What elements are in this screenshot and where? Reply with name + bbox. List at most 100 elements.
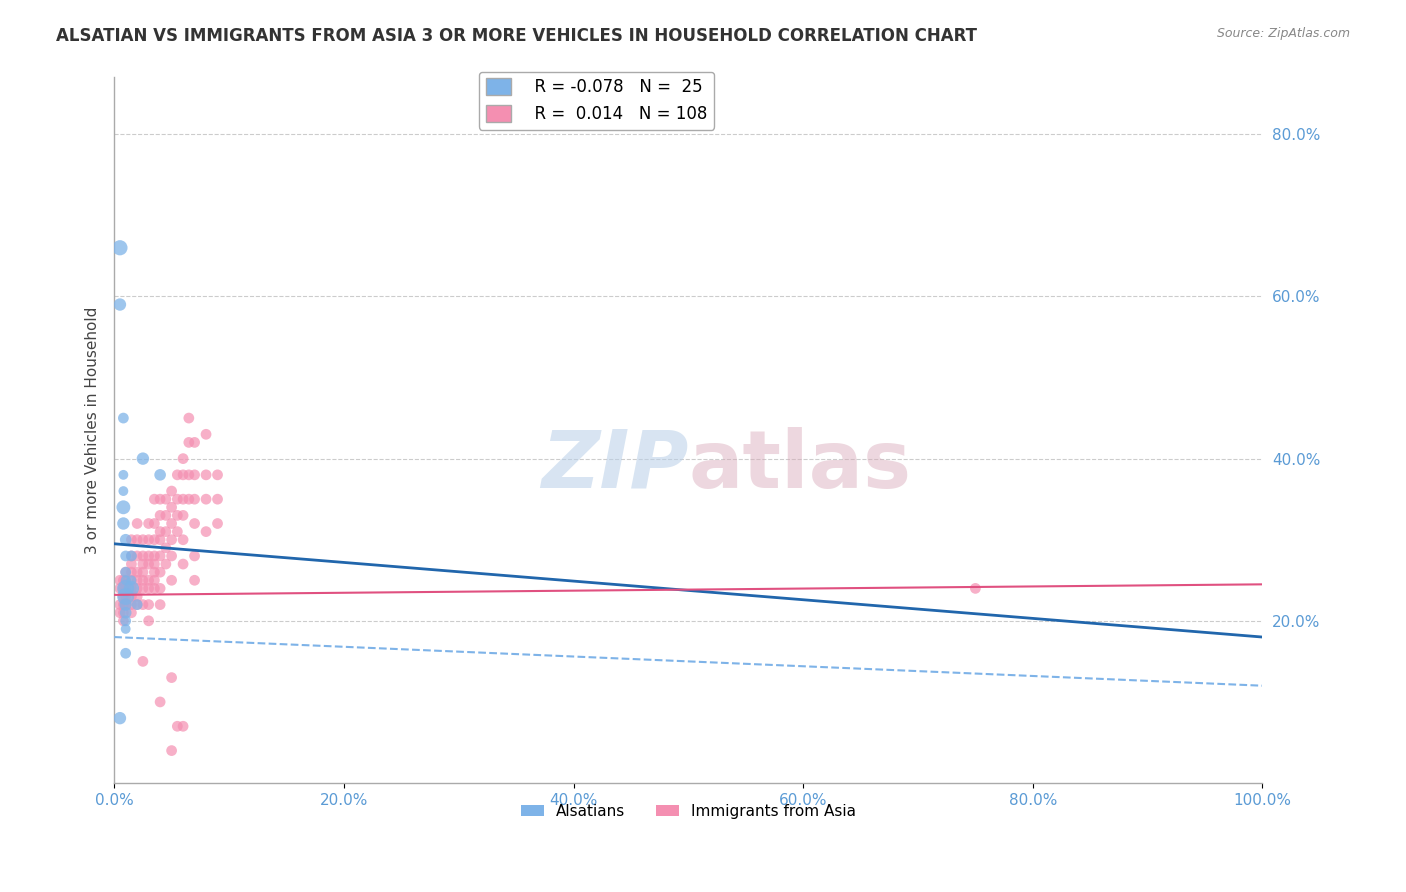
Point — [207, 467, 229, 482]
Point — [120, 574, 142, 588]
Point — [112, 516, 135, 531]
Point — [114, 590, 136, 604]
Point — [149, 598, 172, 612]
Point — [112, 411, 135, 425]
Point — [149, 492, 172, 507]
Point — [114, 598, 136, 612]
Point — [155, 492, 177, 507]
Point — [120, 582, 142, 596]
Point — [132, 549, 155, 563]
Point — [114, 606, 136, 620]
Point — [114, 590, 136, 604]
Point — [155, 524, 177, 539]
Point — [149, 565, 172, 579]
Point — [138, 557, 160, 571]
Point — [138, 533, 160, 547]
Point — [114, 582, 136, 596]
Text: ALSATIAN VS IMMIGRANTS FROM ASIA 3 OR MORE VEHICLES IN HOUSEHOLD CORRELATION CHA: ALSATIAN VS IMMIGRANTS FROM ASIA 3 OR MO… — [56, 27, 977, 45]
Point — [149, 533, 172, 547]
Y-axis label: 3 or more Vehicles in Household: 3 or more Vehicles in Household — [86, 307, 100, 554]
Point — [172, 557, 194, 571]
Point — [127, 598, 149, 612]
Point — [120, 606, 142, 620]
Point — [114, 533, 136, 547]
Point — [172, 467, 194, 482]
Point — [155, 557, 177, 571]
Point — [143, 574, 166, 588]
Point — [114, 646, 136, 660]
Point — [112, 574, 135, 588]
Point — [138, 614, 160, 628]
Point — [143, 549, 166, 563]
Point — [172, 492, 194, 507]
Point — [160, 533, 183, 547]
Point — [177, 492, 200, 507]
Point — [127, 533, 149, 547]
Point — [138, 598, 160, 612]
Point — [143, 492, 166, 507]
Point — [183, 435, 205, 450]
Point — [183, 516, 205, 531]
Point — [149, 467, 172, 482]
Point — [183, 492, 205, 507]
Point — [138, 516, 160, 531]
Point — [177, 467, 200, 482]
Point — [138, 574, 160, 588]
Point — [166, 524, 188, 539]
Point — [120, 565, 142, 579]
Point — [114, 598, 136, 612]
Point — [120, 549, 142, 563]
Point — [120, 533, 142, 547]
Point — [127, 516, 149, 531]
Point — [132, 582, 155, 596]
Point — [177, 435, 200, 450]
Point — [160, 574, 183, 588]
Point — [108, 598, 131, 612]
Point — [120, 590, 142, 604]
Point — [177, 411, 200, 425]
Point — [183, 574, 205, 588]
Point — [132, 565, 155, 579]
Point — [965, 582, 987, 596]
Point — [149, 549, 172, 563]
Point — [183, 467, 205, 482]
Point — [112, 484, 135, 499]
Point — [132, 574, 155, 588]
Point — [120, 598, 142, 612]
Point — [155, 508, 177, 523]
Point — [143, 516, 166, 531]
Point — [160, 671, 183, 685]
Point — [166, 467, 188, 482]
Text: Source: ZipAtlas.com: Source: ZipAtlas.com — [1216, 27, 1350, 40]
Point — [195, 467, 218, 482]
Point — [166, 719, 188, 733]
Point — [127, 590, 149, 604]
Point — [112, 614, 135, 628]
Point — [160, 500, 183, 515]
Point — [155, 541, 177, 555]
Point — [108, 241, 131, 255]
Point — [143, 565, 166, 579]
Point — [143, 533, 166, 547]
Point — [108, 574, 131, 588]
Point — [160, 549, 183, 563]
Point — [195, 492, 218, 507]
Point — [160, 743, 183, 757]
Point — [195, 524, 218, 539]
Point — [114, 614, 136, 628]
Point — [112, 606, 135, 620]
Point — [160, 516, 183, 531]
Point — [108, 582, 131, 596]
Point — [149, 582, 172, 596]
Point — [114, 565, 136, 579]
Point — [172, 719, 194, 733]
Point — [112, 590, 135, 604]
Point — [132, 451, 155, 466]
Point — [149, 695, 172, 709]
Point — [112, 582, 135, 596]
Point — [108, 606, 131, 620]
Point — [127, 598, 149, 612]
Point — [127, 565, 149, 579]
Point — [149, 524, 172, 539]
Point — [120, 574, 142, 588]
